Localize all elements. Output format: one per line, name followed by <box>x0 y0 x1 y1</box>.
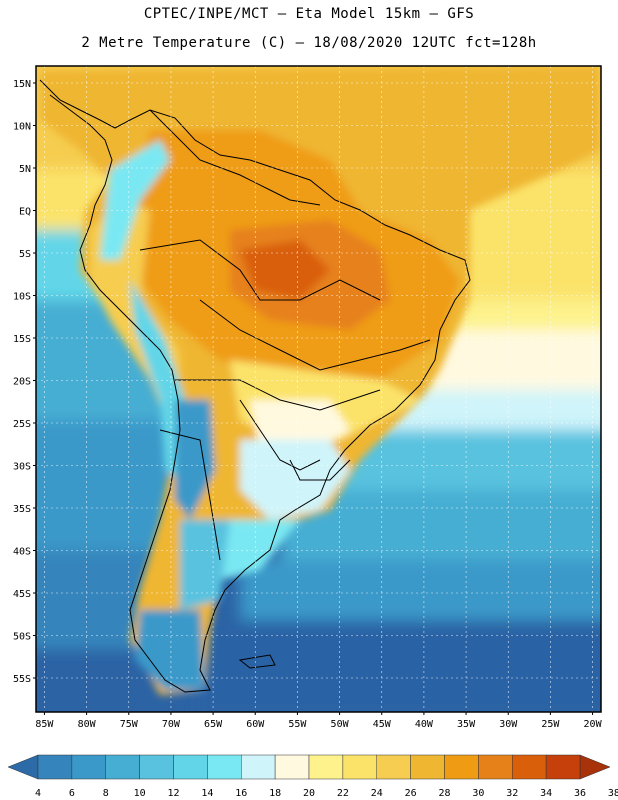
lon-tick-label: 50W <box>331 719 350 730</box>
colorbar-swatch <box>308 754 344 780</box>
lon-tick-label: 35W <box>457 719 476 730</box>
colorbar-label: 36 <box>574 788 586 799</box>
colorbar-swatch <box>241 754 276 780</box>
lat-tick-label: 15S <box>13 334 31 345</box>
colorbar-swatch <box>37 754 73 780</box>
map-title: CPTEC/INPE/MCT – Eta Model 15km – GFS <box>143 6 475 22</box>
lon-tick-label: 70W <box>162 719 181 730</box>
lat-tick-label: 5S <box>19 249 31 260</box>
lon-tick-label: 20W <box>584 719 603 730</box>
colorbar-swatch <box>105 754 140 780</box>
colorbar-label: 14 <box>201 788 213 799</box>
colorbar-swatch <box>274 754 310 780</box>
colorbar-label: 6 <box>69 788 75 799</box>
lon-tick-label: 45W <box>373 719 392 730</box>
colorbar-label: 38 <box>608 788 618 799</box>
colorbar-label: 10 <box>134 788 146 799</box>
lat-tick-label: 40S <box>13 547 31 558</box>
colorbar-swatch <box>512 754 547 780</box>
colorbar-swatch <box>376 754 411 780</box>
colorbar-label: 26 <box>405 788 417 799</box>
lon-tick-label: 40W <box>415 719 434 730</box>
lat-tick-label: 25S <box>13 419 31 430</box>
colorbar-label: 20 <box>303 788 315 799</box>
colorbar-swatch <box>71 754 106 780</box>
latitude-axis: 15N 10N 5N EQ 5S 10S 15S 20S 25S 30S 35S 40S 45S 50S 5… <box>13 79 36 685</box>
colorbar-swatch <box>545 754 581 780</box>
longitude-axis: 85W 80W 75W 70W 65W 60W 55W 50W 45W 40W 35W 30W 25W 2… <box>35 712 603 730</box>
colorbar-label: 18 <box>269 788 281 799</box>
colorbar-swatch <box>139 754 174 780</box>
lon-tick-label: 75W <box>120 719 139 730</box>
lat-tick-label: 45S <box>13 589 31 600</box>
colorbar-label: 22 <box>337 788 349 799</box>
lat-tick-label: 50S <box>13 632 31 643</box>
colorbar-low-arrow <box>7 754 39 780</box>
colorbar-swatch <box>173 754 208 780</box>
lon-tick-label: 25W <box>541 719 560 730</box>
colorbar-label: 30 <box>472 788 484 799</box>
lat-tick-label: EQ <box>19 207 31 218</box>
colorbar-label: 8 <box>103 788 109 799</box>
colorbar-labels: 4 6 8 10 12 14 16 18 20 22 24 26 28 30 32 34 36 38 <box>35 788 618 799</box>
map-canvas <box>36 66 601 712</box>
lat-tick-label: 10S <box>13 292 31 303</box>
colorbar-swatch <box>478 754 513 780</box>
lon-tick-label: 85W <box>35 719 54 730</box>
lon-tick-label: 80W <box>78 719 97 730</box>
colorbar-label: 34 <box>540 788 552 799</box>
colorbar-swatch <box>207 754 242 780</box>
map-frame <box>35 65 602 713</box>
colorbar-high-arrow <box>579 754 611 780</box>
colorbar-label: 16 <box>235 788 247 799</box>
colorbar-swatch <box>444 754 479 780</box>
colorbar <box>7 754 611 780</box>
lat-tick-label: 20S <box>13 377 31 388</box>
lon-tick-label: 30W <box>499 719 518 730</box>
colorbar-swatch <box>410 754 445 780</box>
lat-tick-label: 15N <box>13 79 31 90</box>
lat-tick-label: 10N <box>13 122 31 133</box>
land-fields <box>40 66 600 695</box>
lat-tick-label: 55S <box>13 674 31 685</box>
lon-tick-label: 65W <box>204 719 223 730</box>
lon-tick-label: 55W <box>288 719 307 730</box>
colorbar-swatch <box>342 754 377 780</box>
colorbar-label: 32 <box>506 788 518 799</box>
graticule <box>36 66 601 712</box>
lat-tick-label: 5N <box>19 164 31 175</box>
colorbar-label: 12 <box>167 788 179 799</box>
colorbar-label: 28 <box>438 788 450 799</box>
colorbar-label: 4 <box>35 788 41 799</box>
lat-tick-label: 30S <box>13 462 31 473</box>
coastlines <box>39 79 471 693</box>
lat-tick-label: 35S <box>13 504 31 515</box>
map-subtitle: 2 Metre Temperature (C) – 18/08/2020 12U… <box>81 35 537 51</box>
lon-tick-label: 60W <box>246 719 265 730</box>
colorbar-label: 24 <box>371 788 383 799</box>
